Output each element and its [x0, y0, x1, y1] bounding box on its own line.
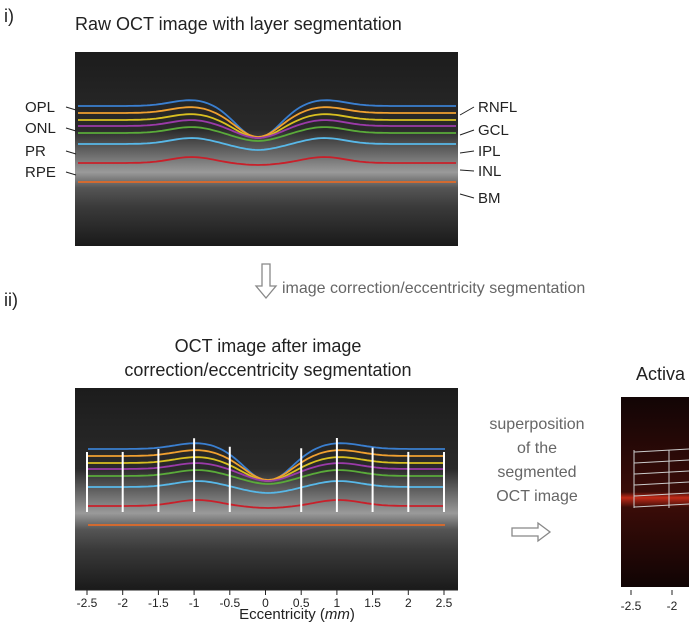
x-tick-label: -1.5: [148, 596, 169, 610]
grid-line: [633, 470, 689, 475]
down-arrow: [254, 263, 278, 300]
oct-image: [75, 388, 458, 590]
pointer: [459, 169, 475, 172]
layer-line: [88, 469, 445, 485]
layer-lines: [88, 442, 445, 526]
grid-line: [633, 481, 689, 486]
layer-line: [78, 119, 456, 139]
layer-label: INL: [478, 163, 501, 180]
x-tick-label: -2.5: [77, 596, 98, 610]
layer-line: [78, 126, 456, 142]
grid-line: [633, 459, 689, 464]
pointer: [459, 129, 475, 136]
layer-label: OPL: [25, 99, 55, 116]
x-tick-label: -1: [189, 596, 200, 610]
x-tick-label: 1: [334, 596, 341, 610]
pointer: [65, 150, 77, 155]
superposition-line: superposition: [489, 416, 584, 433]
pointer: [65, 106, 77, 111]
pointer: [459, 106, 475, 116]
layer-line: [78, 156, 456, 166]
panel-label: ii): [4, 290, 18, 310]
panel-title: correction/eccentricity segmentation: [124, 360, 411, 380]
x-tick-label: -0.5: [219, 596, 240, 610]
layer-line: [88, 499, 445, 509]
right-arrow: [511, 521, 552, 543]
layer-label: ONL: [25, 120, 56, 137]
panel-title: OCT image after image: [175, 336, 362, 356]
activation-grid: [633, 448, 689, 508]
grid-line: [633, 492, 689, 497]
pointer: [459, 193, 475, 199]
layer-line: [88, 449, 445, 481]
layer-line: [78, 137, 456, 151]
layer-label: PR: [25, 143, 46, 160]
pointer: [65, 127, 77, 132]
x-tick-label: 1.5: [364, 596, 381, 610]
grid-line: [633, 503, 689, 508]
layer-label: RPE: [25, 164, 56, 181]
superposition-line: of the: [517, 440, 557, 457]
panel-title: Raw OCT image with layer segmentation: [75, 14, 402, 34]
x-tick-label: 2.5: [436, 596, 453, 610]
layer-line: [88, 480, 445, 494]
x-axis-label: Eccentricity (mm): [239, 606, 355, 623]
layer-label: IPL: [478, 143, 501, 160]
x-tick-label: 0.5: [293, 596, 310, 610]
right-title: Activa: [636, 364, 686, 384]
layer-line: [88, 462, 445, 482]
layer-label: BM: [478, 190, 501, 207]
pointer: [459, 150, 475, 154]
layer-lines: [78, 99, 456, 183]
activation-image: [621, 397, 689, 587]
superposition-line: OCT image: [496, 488, 578, 505]
superposition-text: superposition of the segmented OCT image: [489, 416, 584, 505]
panel-label: i): [4, 6, 14, 26]
step-text: image correction/eccentricity segmentati…: [282, 280, 585, 297]
pointer: [65, 171, 77, 176]
layer-line: [78, 106, 456, 138]
x-tick-label: 0: [262, 596, 269, 610]
superposition-line: segmented: [497, 464, 576, 481]
grid-line: [633, 448, 689, 453]
x-tick-label: 2: [405, 596, 412, 610]
layer-label: RNFL: [478, 99, 517, 116]
x-tick-label: -2.5: [621, 599, 642, 613]
x-tick-label: -2: [667, 599, 678, 613]
layer-label: GCL: [478, 122, 509, 139]
x-tick-label: -2: [117, 596, 128, 610]
